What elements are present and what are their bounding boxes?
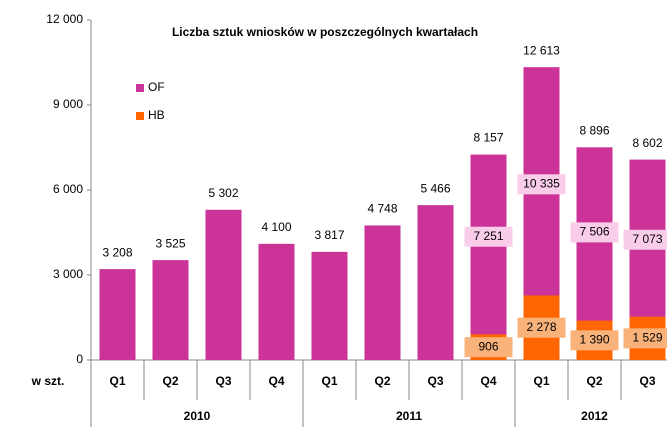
value-label: 2 278 [526, 320, 556, 334]
label-box [623, 328, 667, 349]
total-label: 5 466 [420, 181, 450, 195]
bar [258, 243, 295, 360]
total-label: 8 157 [473, 131, 503, 145]
x-tick-label: Q3 [427, 374, 443, 388]
x-tick-label: Q2 [162, 374, 178, 388]
x-tick-label: Q4 [268, 374, 284, 388]
y-tick-label: 12 000 [46, 12, 83, 26]
legend-label: HB [148, 108, 165, 122]
label-box [570, 222, 619, 243]
bar [311, 251, 348, 360]
label-box [623, 229, 667, 250]
value-label: 7 506 [579, 225, 609, 239]
x-tick-label: Q3 [215, 374, 231, 388]
x-tick-label: Q3 [639, 374, 655, 388]
label-box [464, 337, 513, 358]
y-tick-label: 9 000 [53, 97, 83, 111]
x-tick-label: Q2 [586, 374, 602, 388]
total-label: 5 302 [208, 186, 238, 200]
value-label: 7 073 [632, 232, 662, 246]
x-tick-label: Q1 [321, 374, 337, 388]
value-label: 1 529 [632, 331, 662, 345]
value-label: 1 390 [579, 332, 609, 346]
label-box [464, 226, 513, 247]
bar [364, 225, 401, 360]
y-axis-label: w szt. [31, 374, 65, 388]
bar [205, 209, 242, 360]
legend-swatch [136, 84, 144, 92]
value-label: 10 335 [523, 176, 560, 190]
bar [470, 154, 507, 360]
bar [99, 269, 136, 360]
group-label: 2011 [396, 409, 422, 423]
total-label: 3 208 [102, 245, 132, 259]
y-tick-label: 3 000 [53, 267, 83, 281]
x-tick-label: Q4 [480, 374, 496, 388]
group-label: 2010 [184, 409, 211, 423]
total-label: 3 525 [155, 236, 185, 250]
total-label: 8 602 [632, 136, 662, 150]
y-tick-label: 6 000 [53, 182, 83, 196]
y-tick-label: 0 [76, 352, 83, 366]
x-tick-label: Q1 [109, 374, 125, 388]
chart-title: Liczba sztuk wniosków w poszczególnych k… [172, 25, 478, 39]
x-tick-label: Q2 [374, 374, 390, 388]
total-label: 8 896 [579, 124, 609, 138]
label-box [517, 317, 566, 338]
total-label: 3 817 [314, 228, 344, 242]
label-box [570, 330, 619, 351]
label-box [517, 174, 566, 195]
total-label: 4 748 [367, 202, 397, 216]
x-tick-label: Q1 [533, 374, 549, 388]
legend-label: OF [148, 80, 165, 94]
bar [152, 260, 189, 360]
legend-swatch [136, 112, 144, 120]
value-label: 7 251 [473, 229, 503, 243]
bar [417, 205, 454, 360]
value-label: 906 [478, 339, 498, 353]
total-label: 12 613 [523, 43, 560, 57]
total-label: 4 100 [261, 220, 291, 234]
group-label: 2012 [581, 409, 608, 423]
